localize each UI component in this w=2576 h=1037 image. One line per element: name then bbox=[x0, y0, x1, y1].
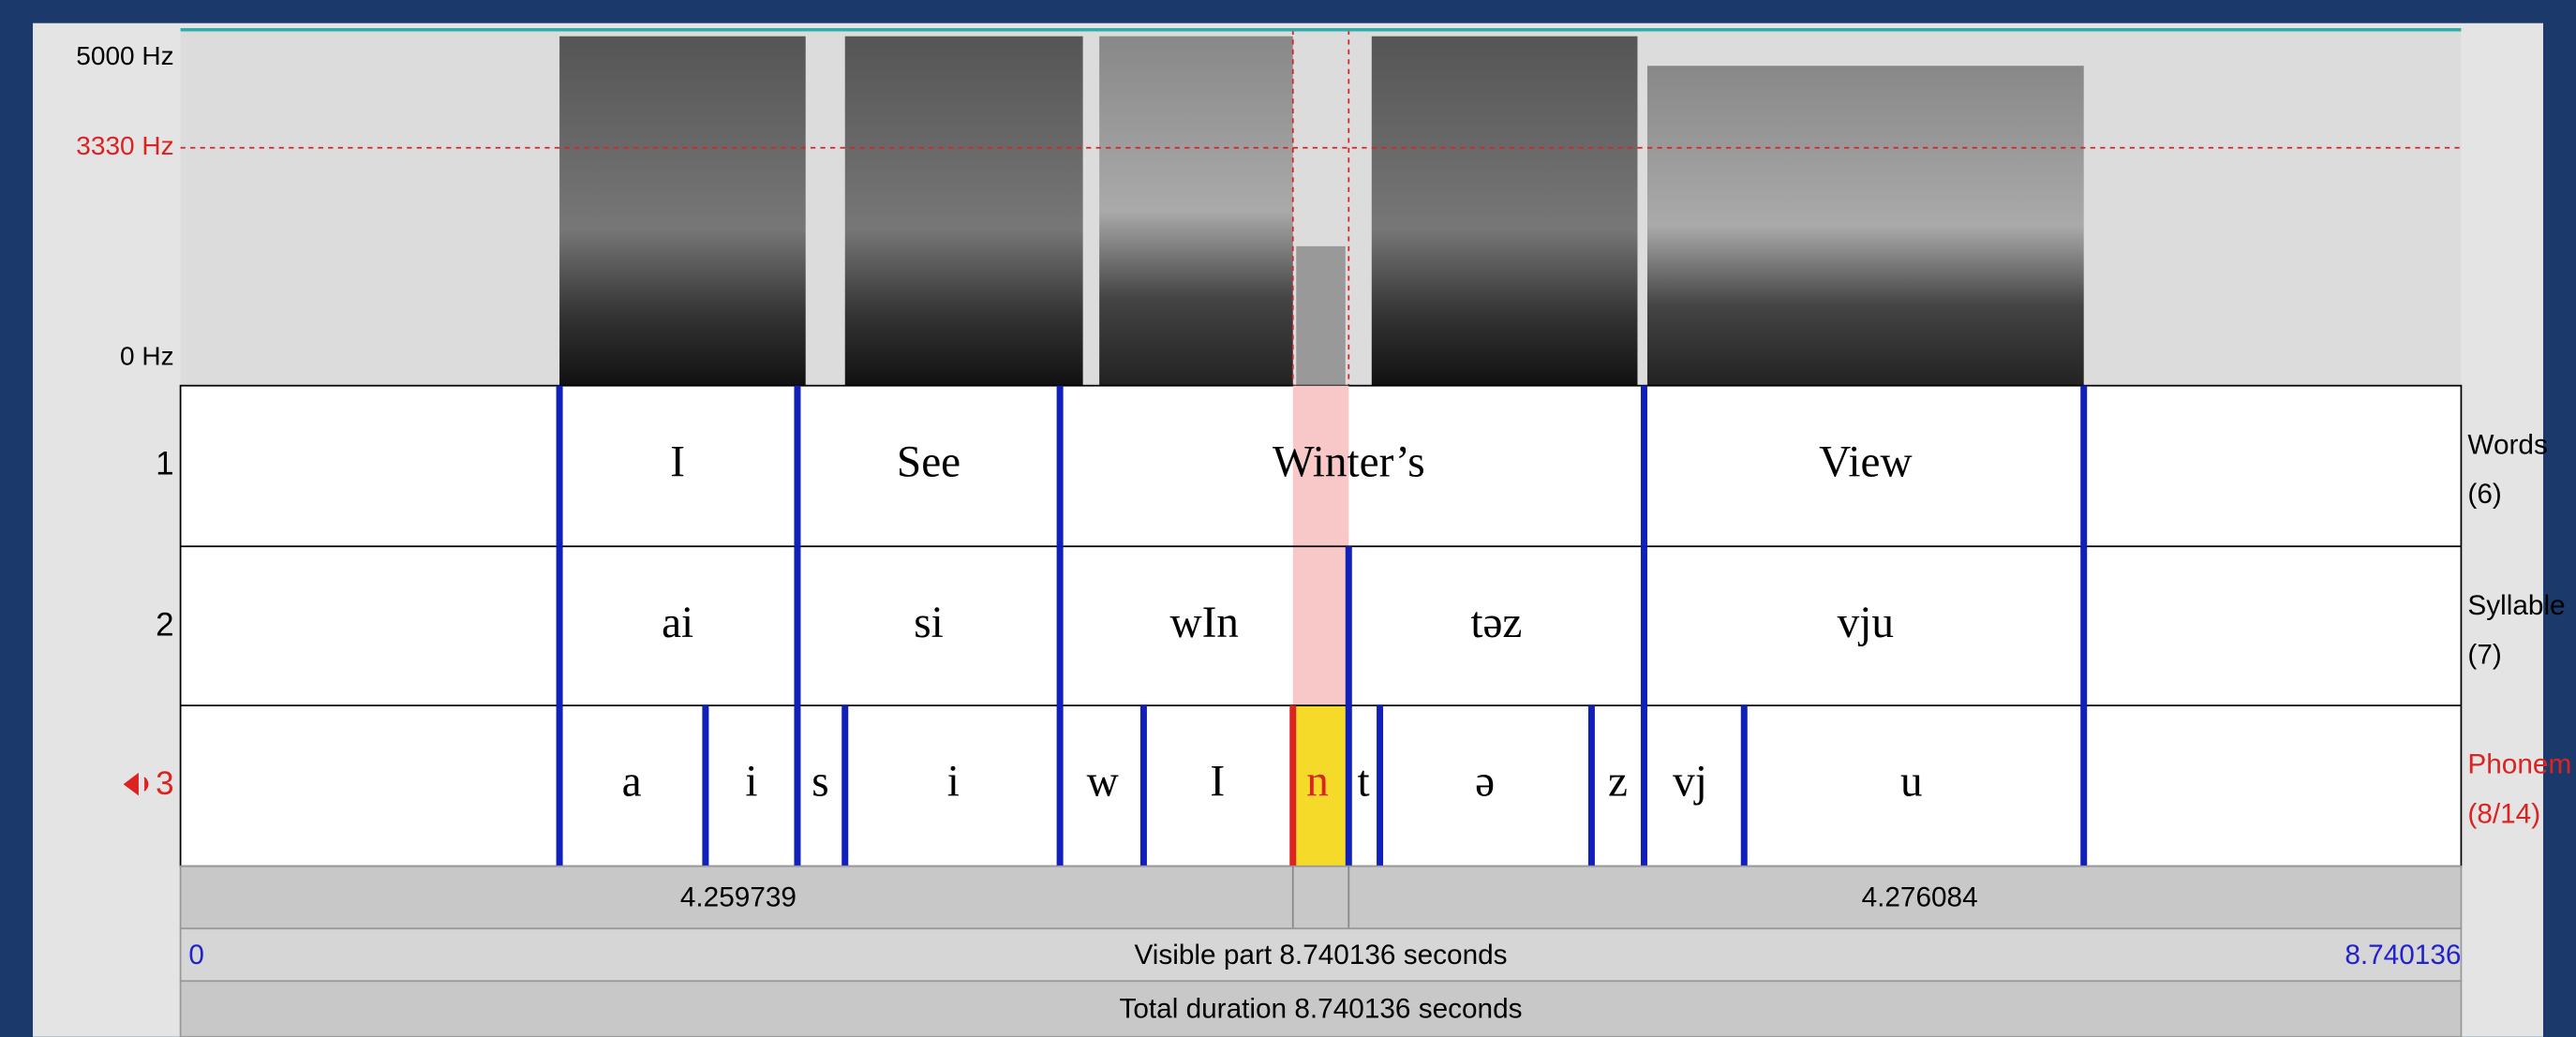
interval-label: ai bbox=[662, 599, 693, 647]
tier-number: 2 bbox=[156, 606, 173, 643]
interval-label: i bbox=[947, 758, 960, 807]
interval-label: a bbox=[622, 758, 642, 807]
interval-label: ə bbox=[1475, 758, 1495, 807]
interval-label: təz bbox=[1470, 599, 1522, 647]
interval-label: Winter’s bbox=[1273, 437, 1425, 486]
interval-label: I bbox=[670, 437, 685, 486]
interval-label: View bbox=[1819, 437, 1913, 486]
interval-label: t bbox=[1357, 758, 1369, 807]
spectrogram bbox=[181, 30, 2462, 386]
selection-start: 4.259739 bbox=[680, 882, 797, 913]
praat-editor: 5000 Hz 3330 Hz 0 Hz 1 Words (6) I See Winter… bbox=[0, 0, 2576, 1037]
interval-label: i bbox=[745, 758, 757, 807]
frequency-label: 0 Hz bbox=[120, 341, 174, 370]
selection-end: 4.276084 bbox=[1862, 882, 1978, 913]
tier-name: Syllable bbox=[2467, 590, 2565, 621]
frequency-label: 5000 Hz bbox=[76, 41, 173, 70]
tier-number: 3 bbox=[156, 765, 173, 802]
tier-name: Words bbox=[2467, 429, 2547, 460]
tier-count: (7) bbox=[2467, 639, 2501, 670]
interval-label: wIn bbox=[1169, 599, 1239, 647]
tier-count: (8/14) bbox=[2467, 798, 2540, 829]
visible-part: Visible part 8.740136 seconds bbox=[1134, 940, 1507, 970]
interval-label: w bbox=[1087, 758, 1119, 807]
tier-count: (6) bbox=[2467, 479, 2501, 510]
tier-name: Phonem bbox=[2467, 749, 2571, 780]
visible-start: 0 bbox=[188, 940, 204, 970]
visible-end: 8.740136 bbox=[2345, 940, 2461, 970]
interval-label: vj bbox=[1673, 758, 1707, 807]
interval-label: si bbox=[914, 599, 944, 647]
interval-label: s bbox=[812, 758, 828, 807]
frequency-label: 3330 Hz bbox=[76, 131, 173, 160]
interval-label: z bbox=[1608, 758, 1628, 807]
selection-bar[interactable] bbox=[181, 867, 2462, 929]
interval-label: I bbox=[1210, 758, 1225, 807]
interval-label: vju bbox=[1838, 599, 1894, 647]
interval-label: See bbox=[897, 437, 960, 486]
interval-label: n bbox=[1306, 758, 1329, 807]
interval-label: u bbox=[1900, 758, 1923, 807]
total-duration: Total duration 8.740136 seconds bbox=[1119, 994, 1522, 1025]
tier-number: 1 bbox=[156, 446, 173, 482]
